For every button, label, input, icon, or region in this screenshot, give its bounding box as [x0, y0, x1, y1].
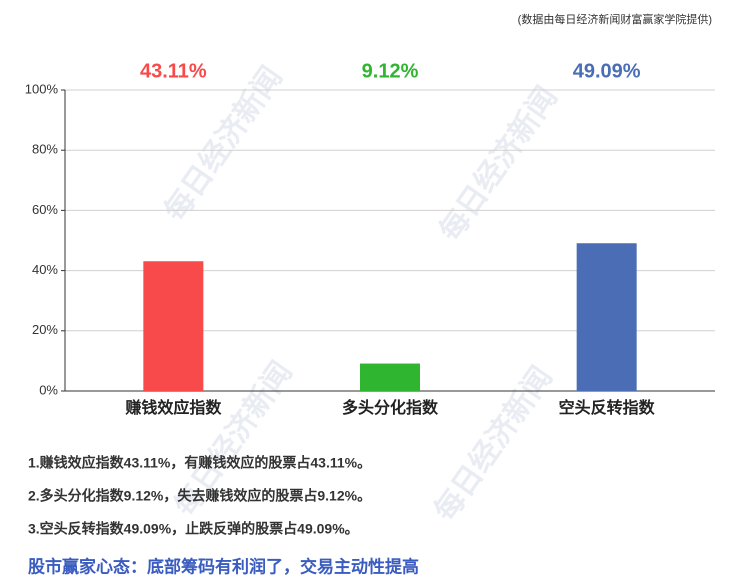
value-label: 9.12% — [362, 60, 419, 82]
y-tick-label: 40% — [32, 262, 58, 277]
value-label: 49.09% — [573, 60, 641, 82]
y-tick-label: 100% — [25, 81, 59, 96]
note: 1.赚钱效应指数43.11%，有赚钱效应的股票占43.11%。 — [28, 455, 371, 471]
y-tick-label: 80% — [32, 142, 58, 157]
note: 2.多头分化指数9.12%，失去赚钱效应的股票占9.12%。 — [28, 488, 371, 504]
x-tick-label: 空头反转指数 — [559, 398, 656, 417]
source-note: (数据由每日经济新闻财富赢家学院提供) — [518, 12, 712, 26]
y-tick-label: 60% — [32, 202, 58, 217]
y-tick-label: 0% — [39, 382, 58, 397]
watermark: 每日经济新闻 — [158, 60, 289, 227]
y-tick-label: 20% — [32, 322, 58, 337]
watermark: 每日经济新闻 — [428, 360, 559, 527]
bar — [143, 261, 204, 391]
watermark: 每日经济新闻 — [433, 80, 564, 247]
note: 3.空头反转指数49.09%，止跌反弹的股票占49.09%。 — [28, 521, 359, 537]
bar — [576, 243, 637, 391]
value-label: 43.11% — [140, 60, 207, 82]
headline: 股市赢家心态：底部筹码有利润了，交易主动性提高 — [28, 556, 419, 576]
x-tick-label: 多头分化指数 — [342, 398, 439, 417]
bar — [360, 363, 420, 391]
x-tick-label: 赚钱效应指数 — [124, 398, 222, 417]
